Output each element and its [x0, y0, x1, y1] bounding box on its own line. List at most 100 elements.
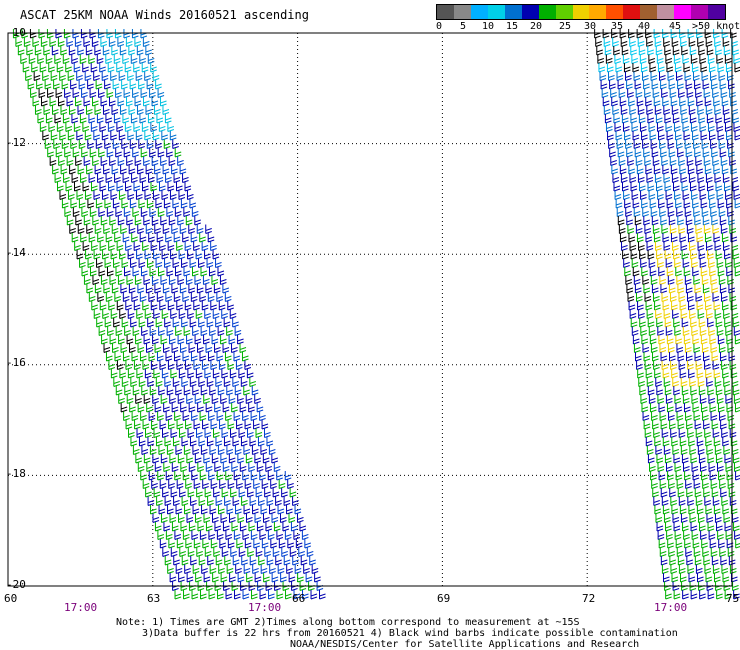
wind-barb [123, 267, 131, 277]
wind-barb [205, 343, 213, 353]
wind-barb [130, 114, 138, 124]
wind-barb [618, 224, 626, 234]
legend-swatch [691, 5, 708, 19]
wind-barb [156, 233, 164, 243]
wind-barb [723, 114, 731, 124]
wind-barb [136, 46, 144, 56]
wind-barb [126, 394, 134, 404]
wind-barb [166, 326, 174, 336]
wind-barb [699, 122, 707, 132]
wind-barb [140, 148, 148, 158]
wind-barb [141, 386, 148, 396]
wind-barb [138, 437, 146, 447]
wind-barb [305, 573, 313, 583]
wind-barb [715, 454, 723, 464]
wind-barb [238, 428, 246, 438]
wind-barb [234, 445, 242, 455]
pass-time-label: 17:00 [64, 601, 98, 614]
wind-barb [155, 199, 163, 209]
wind-barb [152, 335, 159, 345]
wind-barb [675, 335, 683, 345]
wind-barb [87, 80, 94, 90]
wind-barb [242, 411, 249, 421]
wind-barb [222, 462, 230, 472]
wind-barb [701, 207, 709, 217]
wind-barb [183, 267, 191, 277]
wind-barb [120, 165, 127, 175]
wind-barb [250, 411, 258, 421]
wind-barb [227, 420, 235, 430]
wind-barb [684, 343, 692, 353]
wind-barb [725, 326, 732, 336]
wind-barb [56, 63, 64, 73]
wind-barb [259, 471, 266, 481]
wind-barb [154, 522, 162, 532]
wind-barb [682, 590, 689, 600]
wind-barb [196, 284, 204, 294]
wind-barb [284, 530, 292, 540]
wind-barb [149, 207, 157, 217]
wind-barb [61, 139, 69, 149]
wind-barb [203, 394, 210, 404]
wind-barb [670, 428, 677, 438]
wind-barb [143, 97, 150, 107]
wind-barb [685, 479, 692, 489]
wind-barb [94, 165, 102, 175]
wind-barb [638, 377, 645, 387]
wind-barb [238, 369, 246, 379]
wind-barb [688, 505, 696, 515]
wind-barb [63, 173, 70, 183]
wind-barb [64, 207, 72, 217]
wind-barb [70, 139, 77, 149]
wind-barb [700, 267, 708, 277]
wind-barb [214, 522, 222, 532]
wind-barb [177, 156, 184, 166]
wind-barb [166, 445, 174, 455]
wind-barb [102, 250, 109, 260]
lon-label: 60 [4, 592, 18, 605]
wind-barb [244, 420, 252, 430]
wind-barb [695, 428, 703, 438]
wind-barb [127, 131, 134, 141]
wind-barb [96, 318, 103, 328]
wind-barb [148, 233, 155, 243]
wind-barb [148, 173, 155, 183]
wind-barb [673, 182, 680, 192]
wind-barb [76, 190, 84, 200]
wind-barb [713, 437, 721, 447]
wind-barb [169, 513, 177, 523]
wind-barb [283, 556, 291, 566]
wind-barb [193, 360, 201, 370]
wind-barb [633, 343, 641, 353]
wind-barb [644, 224, 652, 234]
wind-barb [675, 267, 682, 277]
wind-barb [25, 71, 32, 81]
wind-barb [707, 318, 714, 328]
wind-barb [683, 131, 691, 141]
wind-barb [111, 105, 119, 115]
wind-barb [704, 428, 711, 438]
wind-barb [251, 386, 259, 396]
wind-barb [645, 165, 653, 175]
wind-barb [209, 445, 217, 455]
wind-barb [705, 37, 713, 47]
wind-barb [140, 88, 148, 98]
wind-barb [649, 403, 657, 413]
wind-barb [65, 122, 73, 132]
wind-barb [698, 46, 705, 56]
wind-barb [719, 284, 727, 294]
wind-barb [232, 437, 240, 447]
wind-barb [110, 131, 117, 141]
wind-barb [631, 190, 639, 200]
wind-barb [633, 275, 641, 285]
wind-barb [649, 462, 656, 472]
wind-barb [95, 80, 103, 90]
wind-barb [253, 479, 260, 489]
wind-barb [703, 292, 711, 302]
wind-barb [706, 445, 714, 455]
wind-barb [164, 377, 171, 387]
wind-barb [187, 547, 195, 557]
wind-barb [671, 573, 679, 583]
wind-barb [137, 403, 145, 413]
wind-barb [610, 88, 617, 98]
